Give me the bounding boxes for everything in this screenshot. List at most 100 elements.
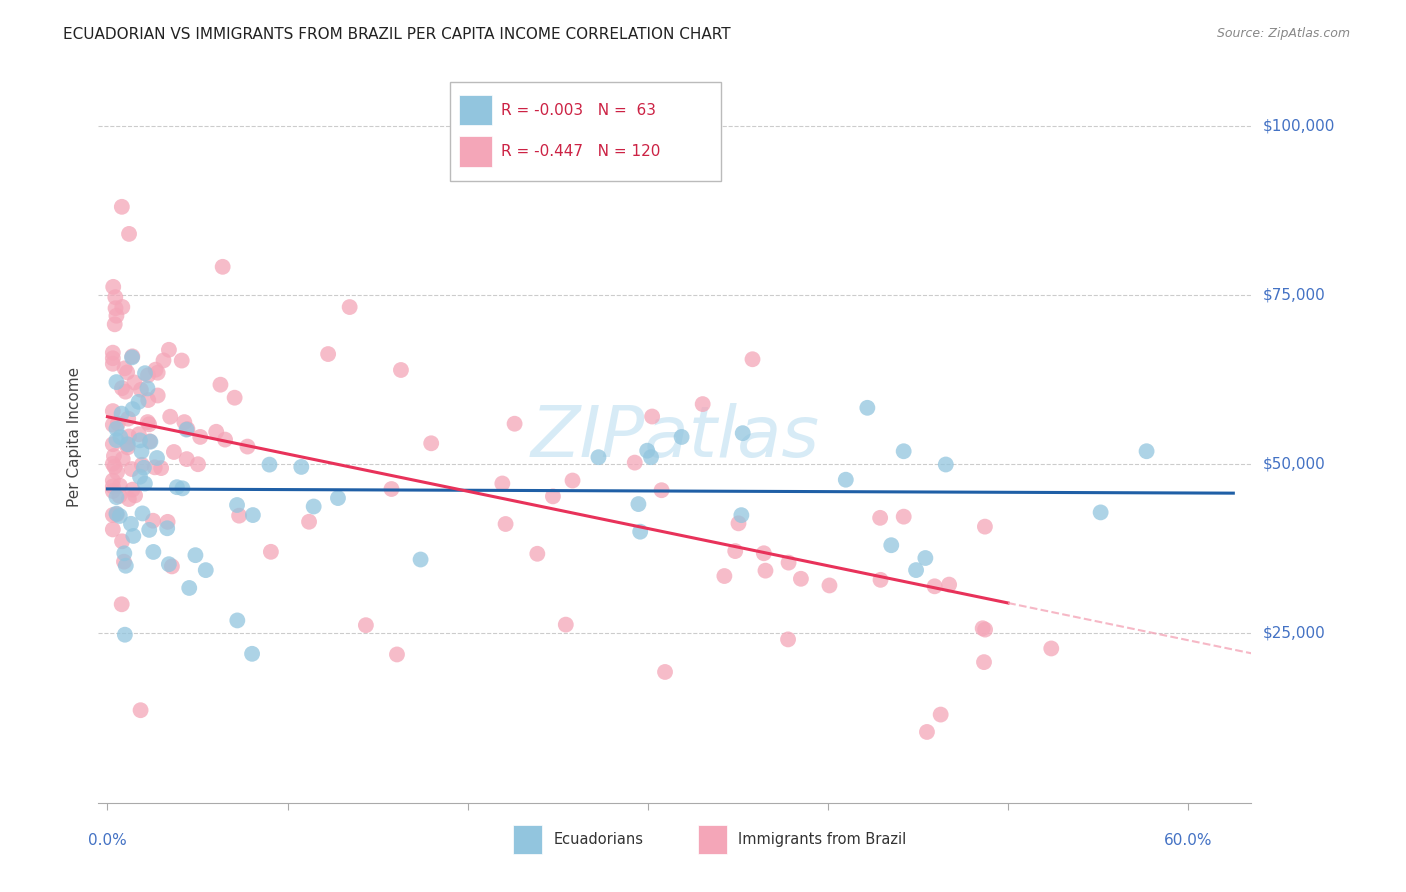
- Point: [101, 523, 124, 537]
- Point: [491, 476, 513, 491]
- Point: [259, 458, 281, 472]
- Point: [205, 425, 228, 439]
- Point: [228, 508, 250, 523]
- Point: [131, 444, 153, 458]
- Point: [111, 381, 134, 395]
- Point: [111, 300, 134, 314]
- Point: [136, 381, 159, 395]
- Point: [138, 523, 160, 537]
- Point: [713, 569, 735, 583]
- Point: [129, 469, 152, 483]
- Point: [121, 462, 143, 476]
- Text: ZIPatlas: ZIPatlas: [530, 402, 820, 472]
- Point: [380, 482, 402, 496]
- Point: [128, 427, 150, 442]
- Point: [110, 407, 132, 421]
- Point: [731, 426, 754, 441]
- Point: [170, 353, 193, 368]
- Point: [103, 459, 125, 474]
- Point: [142, 545, 165, 559]
- Point: [117, 437, 139, 451]
- Point: [146, 450, 169, 465]
- Point: [105, 422, 128, 436]
- Point: [1090, 505, 1112, 519]
- Point: [974, 519, 997, 533]
- Point: [124, 488, 146, 502]
- Point: [541, 489, 564, 503]
- Point: [588, 450, 610, 465]
- Point: [101, 437, 124, 451]
- Point: [134, 366, 156, 380]
- Point: [924, 579, 946, 593]
- Point: [724, 544, 747, 558]
- Point: [136, 392, 159, 407]
- Point: [176, 422, 198, 436]
- Point: [112, 546, 135, 560]
- Point: [214, 433, 236, 447]
- Bar: [513, 825, 543, 854]
- Point: [420, 436, 443, 450]
- Point: [929, 707, 952, 722]
- Point: [893, 444, 915, 458]
- Point: [495, 516, 517, 531]
- Point: [131, 458, 153, 472]
- Point: [117, 411, 139, 425]
- Point: [132, 460, 155, 475]
- Point: [409, 552, 432, 566]
- Point: [752, 546, 775, 560]
- Point: [226, 498, 249, 512]
- Point: [120, 516, 142, 531]
- Point: [179, 581, 201, 595]
- Point: [136, 368, 159, 383]
- Point: [354, 618, 377, 632]
- Text: $50,000: $50,000: [1263, 457, 1326, 472]
- Point: [124, 376, 146, 390]
- Point: [142, 514, 165, 528]
- Point: [627, 497, 650, 511]
- Point: [105, 465, 128, 479]
- Point: [176, 452, 198, 467]
- Point: [389, 363, 412, 377]
- Point: [339, 300, 361, 314]
- Point: [121, 483, 143, 497]
- Point: [176, 423, 198, 437]
- Point: [526, 547, 548, 561]
- Bar: [460, 136, 492, 167]
- Point: [129, 434, 152, 448]
- Point: [172, 481, 194, 495]
- Point: [160, 559, 183, 574]
- Point: [671, 430, 693, 444]
- Point: [316, 347, 339, 361]
- Point: [118, 491, 141, 506]
- Text: 0.0%: 0.0%: [89, 833, 127, 848]
- Point: [105, 490, 128, 504]
- Point: [869, 511, 891, 525]
- Point: [111, 597, 134, 611]
- Point: [156, 521, 179, 535]
- Y-axis label: Per Capita Income: Per Capita Income: [67, 367, 83, 508]
- Point: [973, 655, 995, 669]
- Point: [101, 417, 124, 432]
- Point: [173, 415, 195, 429]
- Point: [730, 508, 752, 523]
- Point: [145, 362, 167, 376]
- Point: [136, 415, 159, 429]
- Point: [105, 507, 128, 521]
- Point: [122, 529, 145, 543]
- Point: [105, 508, 128, 522]
- Point: [741, 352, 763, 367]
- Point: [152, 353, 174, 368]
- Point: [856, 401, 879, 415]
- Point: [236, 440, 259, 454]
- Point: [121, 402, 143, 417]
- Point: [139, 434, 162, 449]
- Point: [503, 417, 526, 431]
- Point: [101, 479, 124, 493]
- Point: [938, 577, 960, 591]
- Point: [104, 301, 127, 315]
- Point: [166, 480, 188, 494]
- Point: [778, 556, 800, 570]
- Point: [114, 558, 136, 573]
- Text: Immigrants from Brazil: Immigrants from Brazil: [738, 832, 907, 847]
- Point: [131, 507, 153, 521]
